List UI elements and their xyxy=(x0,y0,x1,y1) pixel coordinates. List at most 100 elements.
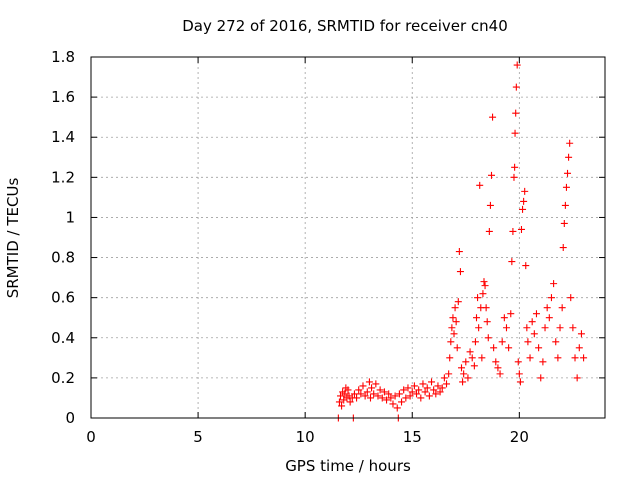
data-point xyxy=(483,318,491,326)
data-point xyxy=(451,304,459,312)
y-tick-label: 1.4 xyxy=(51,128,75,146)
data-point xyxy=(489,113,497,121)
data-point xyxy=(468,354,476,362)
data-point xyxy=(552,338,560,346)
data-point xyxy=(523,324,531,332)
x-tick-label: 10 xyxy=(296,428,315,446)
data-point xyxy=(458,364,466,372)
data-point xyxy=(366,394,374,402)
data-point xyxy=(498,338,506,346)
data-point xyxy=(478,354,486,362)
data-point xyxy=(453,344,461,352)
data-point xyxy=(462,358,470,366)
data-point xyxy=(391,392,399,400)
data-point xyxy=(395,390,403,398)
data-point xyxy=(335,398,343,406)
data-point xyxy=(438,384,446,392)
data-point xyxy=(516,378,524,386)
data-point xyxy=(526,354,534,362)
data-point xyxy=(368,384,376,392)
data-point xyxy=(452,318,460,326)
data-point xyxy=(528,318,536,326)
data-point xyxy=(337,392,345,400)
data-point xyxy=(404,384,412,392)
data-point xyxy=(372,380,380,388)
data-point xyxy=(383,396,391,404)
data-point xyxy=(509,227,517,235)
data-point xyxy=(514,358,522,366)
data-point xyxy=(471,338,479,346)
data-point xyxy=(485,227,493,235)
data-point xyxy=(554,354,562,362)
data-point xyxy=(434,382,442,390)
data-point xyxy=(357,390,365,398)
data-point xyxy=(455,248,463,256)
data-point xyxy=(410,382,418,390)
data-point xyxy=(344,386,352,394)
plot-frame xyxy=(90,56,606,419)
data-point xyxy=(421,388,429,396)
data-point xyxy=(370,390,378,398)
data-point xyxy=(556,324,564,332)
data-point xyxy=(419,380,427,388)
data-point xyxy=(502,324,510,332)
data-point xyxy=(346,398,354,406)
data-point xyxy=(474,294,482,302)
gridlines xyxy=(91,57,605,418)
data-point xyxy=(511,129,519,137)
x-tick-label: 0 xyxy=(86,428,96,446)
data-point xyxy=(479,290,487,298)
data-point xyxy=(524,338,532,346)
data-point xyxy=(428,378,436,386)
data-point xyxy=(378,394,386,402)
data-point xyxy=(353,394,361,402)
data-point xyxy=(561,201,569,209)
data-point xyxy=(436,388,444,396)
data-point xyxy=(537,374,545,382)
data-point xyxy=(486,201,494,209)
data-point xyxy=(532,310,540,318)
data-point xyxy=(521,187,529,195)
data-point xyxy=(496,370,504,378)
data-point xyxy=(569,324,577,332)
data-point xyxy=(355,386,363,394)
data-point xyxy=(430,386,438,394)
data-point xyxy=(505,344,513,352)
data-point xyxy=(494,364,502,372)
data-point xyxy=(387,394,395,402)
data-point xyxy=(530,330,538,338)
x-axis-label: GPS time / hours xyxy=(285,457,411,475)
y-tick-label: 0.6 xyxy=(51,289,75,307)
data-point xyxy=(559,244,567,252)
data-point xyxy=(363,388,371,396)
data-point xyxy=(341,390,349,398)
data-point xyxy=(448,324,456,332)
data-point xyxy=(425,392,433,400)
data-point xyxy=(519,205,527,213)
data-point xyxy=(543,304,551,312)
data-point xyxy=(376,386,384,394)
data-point xyxy=(466,348,474,356)
data-point xyxy=(541,324,549,332)
data-point xyxy=(413,390,421,398)
data-point xyxy=(566,139,574,147)
y-tick-label: 0.8 xyxy=(51,249,75,267)
data-point xyxy=(408,388,416,396)
data-point xyxy=(508,258,516,266)
data-point xyxy=(512,109,520,117)
data-point xyxy=(510,173,518,181)
data-point xyxy=(359,382,367,390)
data-point xyxy=(475,324,483,332)
data-point xyxy=(480,278,488,286)
y-tick-label: 1.2 xyxy=(51,168,75,186)
data-point xyxy=(464,374,472,382)
y-tick-label: 0 xyxy=(65,409,75,427)
data-point xyxy=(481,282,489,290)
x-tick-label: 20 xyxy=(510,428,529,446)
data-point xyxy=(564,169,572,177)
data-point xyxy=(450,330,458,338)
data-point xyxy=(432,390,440,398)
data-point xyxy=(565,153,573,161)
x-tick-label: 5 xyxy=(193,428,203,446)
